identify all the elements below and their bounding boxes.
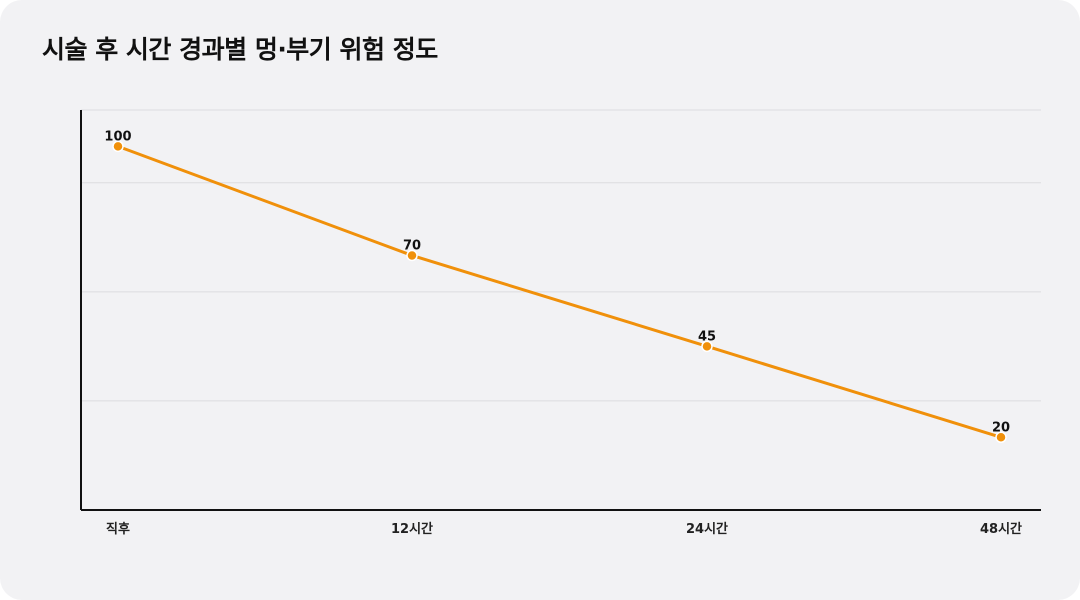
data-points: 100 70 45 20	[104, 129, 1010, 444]
axes	[80, 110, 1041, 511]
data-point-2	[701, 340, 713, 353]
gridlines	[81, 109, 1041, 402]
x-tick-labels: 직후 12시간 24시간 48시간	[106, 521, 1022, 537]
x-tick-label-3: 48시간	[980, 521, 1022, 537]
series-line	[116, 144, 1003, 439]
x-tick-label-0: 직후	[106, 521, 130, 537]
data-label-0: 100	[104, 129, 131, 144]
series-lines	[116, 144, 1003, 439]
data-label-3: 20	[992, 420, 1010, 435]
x-tick-label-1: 12시간	[391, 521, 433, 537]
data-point-0	[112, 140, 124, 153]
x-tick-label-2: 24시간	[686, 521, 728, 537]
data-point-1	[406, 249, 418, 262]
chart-title: 시술 후 시간 경과별 멍·부기 위험 정도	[42, 35, 438, 64]
data-label-2: 45	[698, 329, 716, 344]
data-point-3	[995, 431, 1007, 444]
data-label-1: 70	[403, 238, 421, 253]
